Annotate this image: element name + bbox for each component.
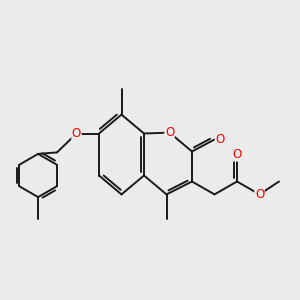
Text: O: O bbox=[215, 133, 224, 146]
Text: O: O bbox=[232, 148, 242, 161]
Text: O: O bbox=[72, 127, 81, 140]
Text: O: O bbox=[255, 188, 264, 201]
Text: O: O bbox=[165, 126, 174, 139]
